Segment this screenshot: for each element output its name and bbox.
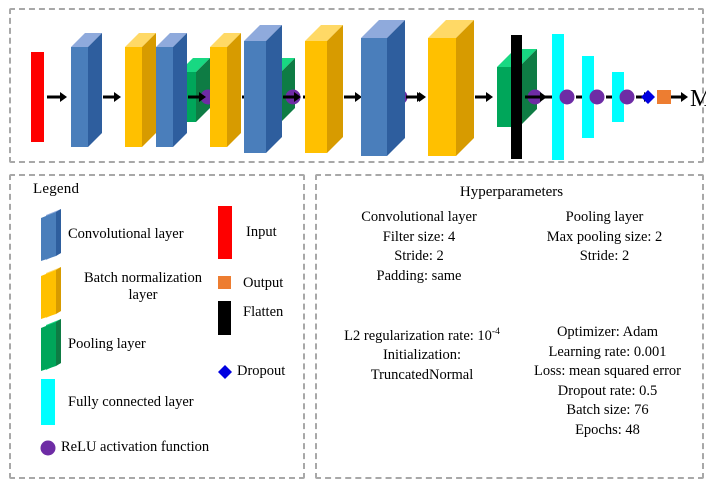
hyperparameters-conv-column: Convolutional layer Filter size: 4 Strid… <box>329 208 509 286</box>
legend-title: Legend <box>33 181 80 197</box>
architecture-panel: M <box>9 8 706 163</box>
legend-label-batchnorm: Batch normalization layer <box>84 270 202 303</box>
fc-layer-block-2 <box>582 56 594 138</box>
initialization-label: Initialization: <box>382 347 462 364</box>
pool-stride: Stride: 2 <box>579 248 630 264</box>
legend-label-output: Output <box>243 275 284 291</box>
flatten-icon <box>218 301 231 335</box>
output-block <box>657 90 671 104</box>
arrow-icon <box>344 92 362 102</box>
arrow-icon <box>475 92 493 102</box>
conv-heading: Convolutional layer <box>361 209 477 225</box>
arrow-icon <box>188 92 206 102</box>
batchnorm-layer-block-1 <box>125 33 156 147</box>
relu-icon-fc-3 <box>619 89 635 105</box>
flatten-block <box>511 35 522 159</box>
dropout-icon <box>218 365 232 379</box>
hyperparameters-title: Hyperparameters <box>459 184 564 200</box>
initialization-value: TruncatedNormal <box>370 366 474 383</box>
hyperparameters-regularization-column: L2 regularization rate: 10-4 Initializat… <box>327 323 517 385</box>
pooling-layer-icon <box>41 319 61 371</box>
pool-max-size: Max pooling size: 2 <box>546 228 663 245</box>
epochs: Epochs: 48 <box>575 421 640 438</box>
l2-prefix: L2 regularization rate: 10 <box>344 327 492 344</box>
batchnorm-layer-block-2 <box>210 33 241 147</box>
batchnorm-layer-block-3 <box>305 25 343 153</box>
relu-icon-fc-2 <box>589 89 605 105</box>
arrow-icon <box>103 92 121 102</box>
dropout-rate: Dropout rate: 0.5 <box>557 382 658 399</box>
output-icon <box>218 276 231 289</box>
conv-stride: Stride: 2 <box>394 248 444 264</box>
batch-normalization-icon <box>41 267 61 319</box>
legend-label-flatten: Flatten <box>243 304 284 320</box>
l2-regularization-rate: L2 regularization rate: 10-4 <box>327 323 517 346</box>
legend-label-input: Input <box>246 224 277 240</box>
batch-size: Batch size: 76 <box>566 402 649 418</box>
legend-label-dropout: Dropout <box>237 363 286 379</box>
arrow-icon <box>671 92 688 102</box>
convolutional-layer-icon <box>41 209 61 261</box>
conv-padding: Padding: same <box>376 267 462 284</box>
loss-function: Loss: mean squared error <box>534 363 681 379</box>
batchnorm-layer-block-4 <box>428 20 474 156</box>
fc-layer-block-3 <box>612 72 624 122</box>
arrow-icon <box>525 92 547 102</box>
l2-exponent: -4 <box>491 327 500 337</box>
conv-layer-block-1 <box>71 33 102 147</box>
optimizer: Optimizer: Adam <box>556 324 659 340</box>
conv-filter-size: Filter size: 4 <box>382 228 456 245</box>
fully-connected-layer-icon <box>41 379 55 425</box>
architecture-diagram: M <box>31 20 706 160</box>
legend-panel: Legend Convolutional layer Batch normali… <box>9 174 305 479</box>
legend-label-relu: ReLU activation function <box>61 439 210 455</box>
conv-layer-block-4 <box>361 20 405 156</box>
legend-label-conv: Convolutional layer <box>68 226 184 242</box>
pool-heading: Pooling layer <box>565 209 644 225</box>
relu-icon <box>40 440 56 456</box>
arrow-icon <box>47 92 67 102</box>
output-label: M <box>690 86 706 112</box>
input-block <box>31 52 44 142</box>
conv-layer-block-3 <box>244 25 282 153</box>
arrow-icon <box>406 92 424 102</box>
arrow-icon <box>283 92 301 102</box>
legend-label-fc: Fully connected layer <box>68 394 194 410</box>
relu-icon-fc-1 <box>559 89 575 105</box>
fc-layer-block-1 <box>552 34 564 160</box>
hyperparameters-training-column: Optimizer: Adam Learning rate: 0.001 Los… <box>515 323 700 440</box>
conv-layer-block-2 <box>156 33 187 147</box>
learning-rate: Learning rate: 0.001 <box>548 343 667 360</box>
hyperparameters-pool-column: Pooling layer Max pooling size: 2 Stride… <box>512 208 697 267</box>
hyperparameters-panel: Hyperparameters Convolutional layer Filt… <box>315 174 704 479</box>
input-icon <box>218 206 232 259</box>
legend-label-pool: Pooling layer <box>68 336 146 352</box>
dropout-icon <box>641 90 655 104</box>
